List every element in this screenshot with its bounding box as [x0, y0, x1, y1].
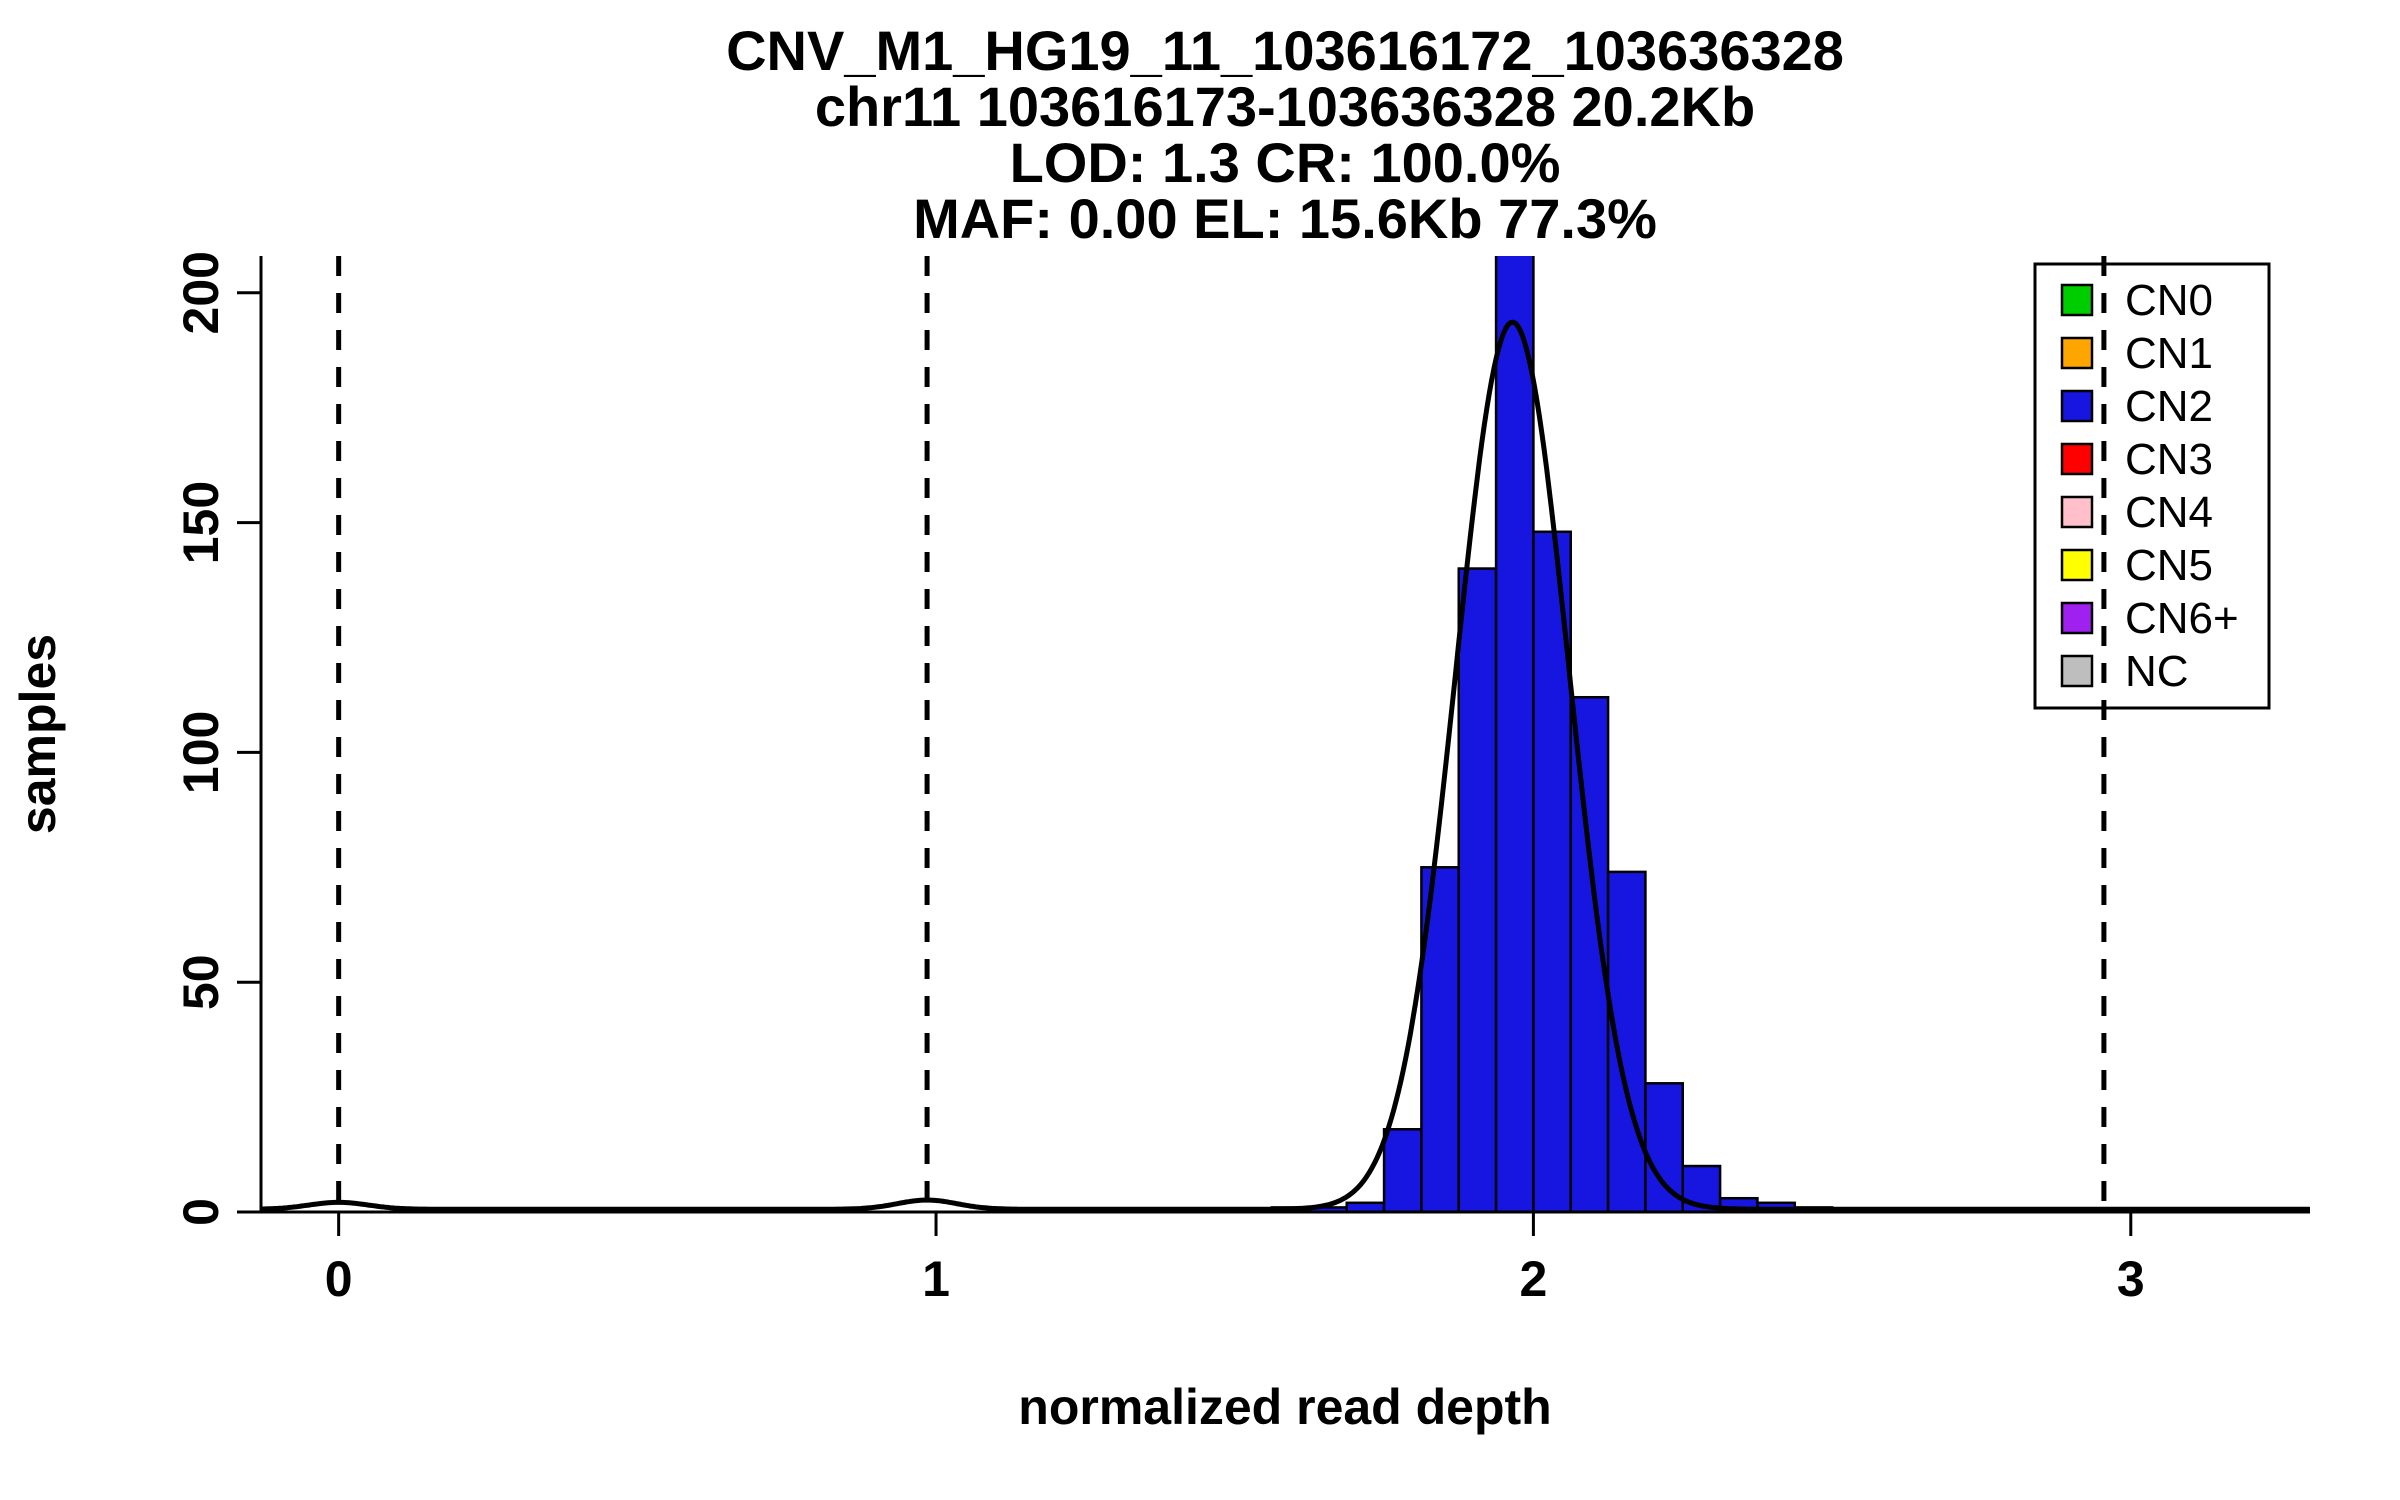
legend-swatch-cn1: [2060, 336, 2094, 370]
y-tick-label: 150: [173, 481, 229, 564]
legend-label-cn6plus: CN6+: [2125, 594, 2239, 643]
legend-label-nc: NC: [2125, 647, 2189, 696]
y-tick-label: 100: [173, 711, 229, 794]
gaussian-fit-curve: [261, 319, 2310, 1212]
legend-label-cn3: CN3: [2125, 435, 2213, 484]
legend-label-cn4: CN4: [2125, 488, 2213, 537]
chart-title-line-4: MAF: 0.00 EL: 15.6Kb 77.3%: [913, 187, 1657, 250]
cn-dashed-lines-layer: [336, 256, 2107, 1212]
histogram-bar: [1457, 567, 1498, 1214]
legend-swatch-cn0: [2060, 283, 2094, 317]
histogram-bars-layer: [1270, 256, 1834, 1214]
chart-title-line-3: LOD: 1.3 CR: 100.0%: [1010, 131, 1561, 194]
x-axis-title: normalized read depth: [1018, 1379, 1551, 1435]
legend-box: [2033, 262, 2271, 710]
legend-swatch-cn6plus: [2060, 601, 2094, 635]
y-tick-label: 50: [173, 954, 229, 1010]
axes-layer: 0 1 2 3 0 50 100 150 200: [173, 251, 2310, 1307]
legend-label-cn5: CN5: [2125, 541, 2213, 590]
histogram-bar: [1382, 1128, 1423, 1214]
fit-curve-layer: [261, 319, 2310, 1212]
legend-swatch-nc: [2060, 654, 2094, 688]
y-tick-label: 200: [173, 251, 229, 334]
chart-title-line-1: CNV_M1_HG19_11_103616172_103636328: [726, 19, 1844, 82]
legend-swatch-cn5: [2060, 548, 2094, 582]
legend-swatch-cn4: [2060, 495, 2094, 529]
legend-label-cn1: CN1: [2125, 329, 2213, 378]
x-tick-label: 3: [2117, 1251, 2145, 1307]
chart-title-line-2: chr11 103616173-103636328 20.2Kb: [815, 75, 1755, 138]
y-axis-title: samples: [10, 634, 66, 834]
x-tick-label: 1: [922, 1251, 950, 1307]
histogram-bar: [1644, 1082, 1685, 1214]
x-tick-label: 2: [1520, 1251, 1548, 1307]
legend-swatch-cn2: [2060, 389, 2094, 423]
legend-label-cn2: CN2: [2125, 382, 2213, 431]
x-tick-label: 0: [325, 1251, 353, 1307]
histogram-bar: [1494, 256, 1535, 1214]
y-tick-label: 0: [173, 1198, 229, 1226]
legend-swatch-cn3: [2060, 442, 2094, 476]
legend-label-cn0: CN0: [2125, 276, 2213, 325]
